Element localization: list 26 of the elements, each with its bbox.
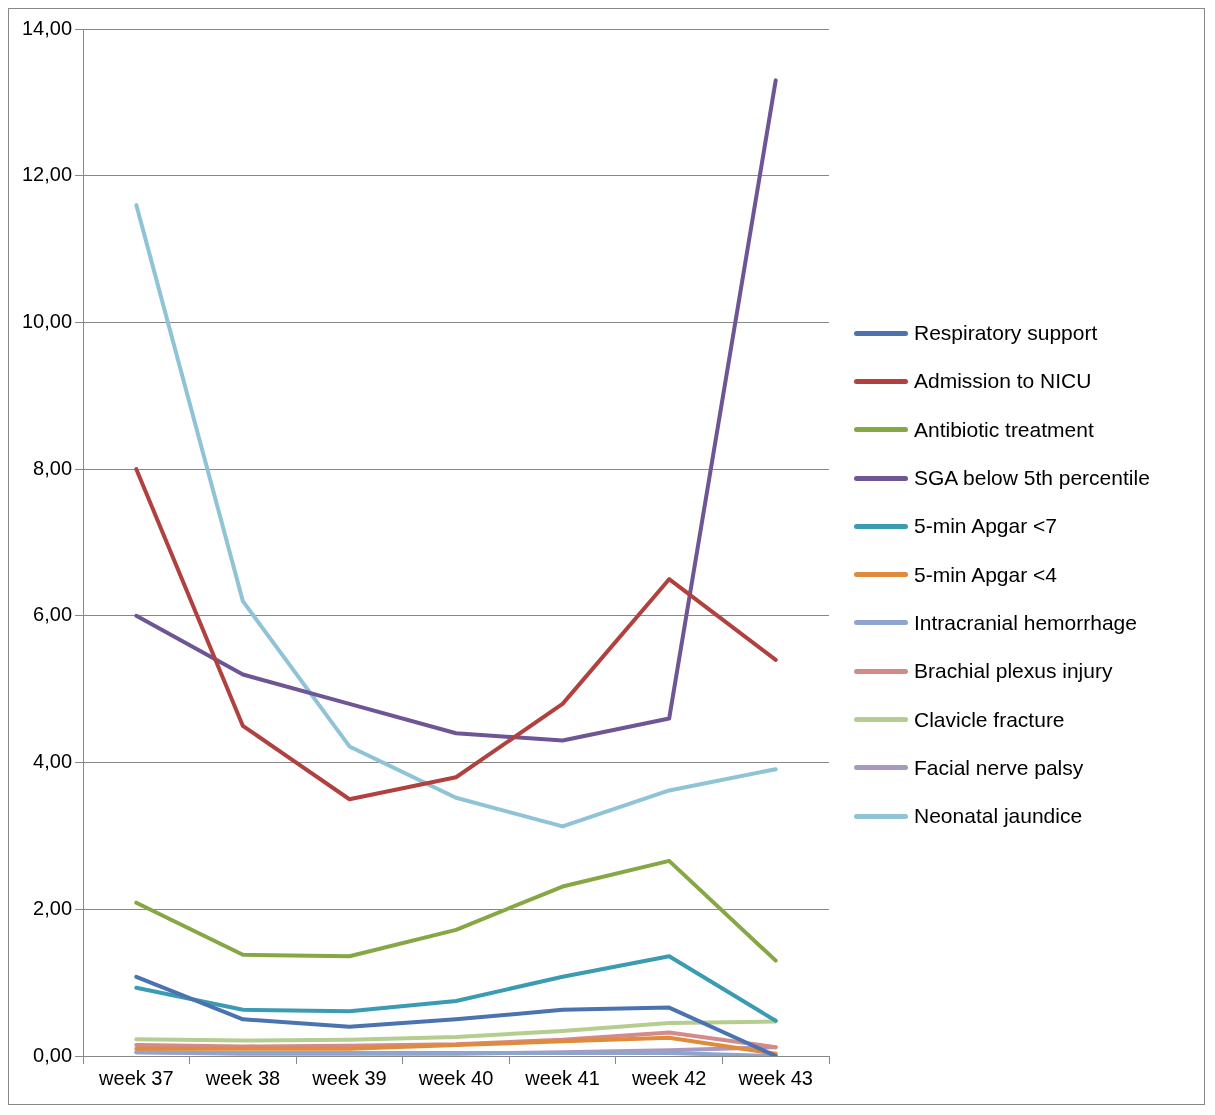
y-tick-label: 4,00 <box>33 750 73 773</box>
legend-label: 5-min Apgar <7 <box>914 514 1058 539</box>
x-tick-label: week 42 <box>630 1066 707 1089</box>
y-tick-label: 10,00 <box>21 309 73 332</box>
legend-label: Antibiotic treatment <box>914 417 1094 442</box>
x-tick-label: week 38 <box>204 1066 281 1089</box>
y-tick-label: 2,00 <box>33 896 73 919</box>
y-tick-label: 14,00 <box>21 16 73 39</box>
legend-label: Admission to NICU <box>914 369 1092 394</box>
legend-label: Brachial plexus injury <box>914 659 1113 684</box>
x-tick-label: week 41 <box>524 1066 600 1089</box>
legend-label: Facial nerve palsy <box>914 755 1084 780</box>
y-tick-label: 0,00 <box>33 1043 73 1066</box>
x-tick-label: week 43 <box>737 1066 813 1089</box>
legend-label: Respiratory support <box>914 321 1098 346</box>
x-tick-label: week 37 <box>98 1066 174 1089</box>
legend-label: SGA below 5th percentile <box>914 466 1150 491</box>
y-tick-label: 12,00 <box>21 163 73 186</box>
legend-label: Clavicle fracture <box>914 707 1065 732</box>
x-tick-label: week 39 <box>311 1066 387 1089</box>
y-tick-label: 6,00 <box>33 603 73 626</box>
x-tick-label: week 40 <box>417 1066 494 1089</box>
legend-label: 5-min Apgar <4 <box>914 562 1058 587</box>
legend-label: Intracranial hemorrhage <box>914 610 1137 635</box>
y-tick-label: 8,00 <box>33 456 73 479</box>
legend-label: Neonatal jaundice <box>914 804 1083 829</box>
